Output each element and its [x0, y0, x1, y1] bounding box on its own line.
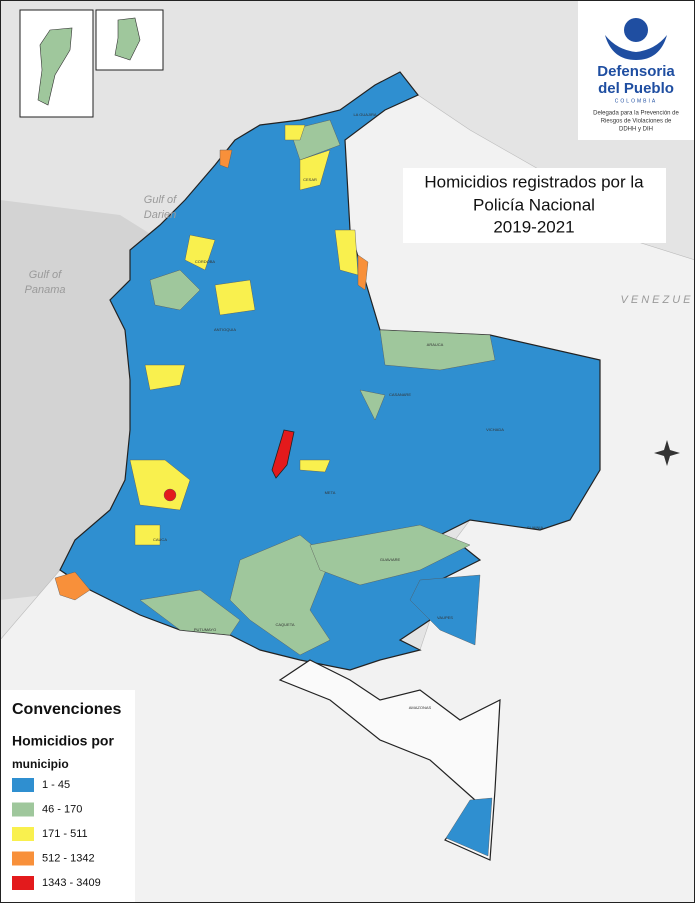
inset-san-andres [37, 27, 73, 106]
region-label: PUTUMAYO [194, 627, 216, 632]
sea-label: VENEZUE [621, 294, 694, 306]
compass [654, 440, 680, 466]
region-yellow-8 [299, 459, 331, 473]
logo-caption: Riesgos de Violaciones de [601, 119, 672, 125]
region-label: LA GUAJIRA [353, 112, 376, 117]
title: 2019-2021 [493, 217, 574, 236]
region-label: VAUPES [437, 615, 453, 620]
region-amazonas-south [445, 797, 493, 857]
region-label: VICHADA [486, 427, 504, 432]
region-yellow-5 [299, 149, 331, 191]
sea-label: Darien [144, 209, 176, 221]
legend-title: Convenciones [12, 701, 121, 718]
legend-subtitle: Homicidios por [12, 733, 114, 749]
legend-label: 1 - 45 [42, 779, 70, 791]
region-label: GUAINIA [527, 525, 544, 530]
region-putumayo [139, 589, 241, 636]
legend-swatch [12, 827, 34, 841]
country-colombia [59, 71, 601, 671]
legend-swatch [12, 851, 34, 866]
title: Homicidios registrados por la [424, 172, 644, 191]
region-label: AMAZONAS [409, 705, 432, 710]
region-label: CORDOBA [195, 259, 216, 264]
region-cordoba [149, 269, 201, 311]
region-orange-3 [219, 149, 233, 169]
region-label: GUAVIARE [380, 557, 401, 562]
logo-emblem [605, 35, 667, 60]
sea-label: Panama [25, 284, 66, 296]
region-yellow-9 [134, 524, 161, 546]
sea [0, 200, 160, 600]
logo-name: del Pueblo [598, 80, 674, 97]
legend-label: 171 - 511 [42, 828, 88, 840]
legend-swatch [12, 876, 34, 890]
region-label: CASANARE [389, 392, 411, 397]
region-orange-2 [357, 254, 369, 291]
logo-country: COLOMBIA [615, 98, 657, 104]
legend-swatch [12, 802, 34, 817]
region-vaupes [409, 574, 481, 646]
sea-label: Gulf of [144, 194, 177, 206]
legend-subtitle: municipio [12, 757, 69, 771]
title: Policía Nacional [473, 195, 595, 214]
logo-caption: Delegada para la Prevención de [593, 111, 679, 117]
legend-items: 1 - 45 46 - 170 171 - 511 512 - 1342 1343 - … [12, 778, 101, 890]
region-label: CAUCA [153, 537, 167, 542]
sea-label: Gulf of [29, 269, 62, 281]
region-yellow-2 [214, 279, 256, 316]
logo-caption: DDHH y DIH [619, 127, 653, 133]
region-arauca [379, 329, 496, 371]
region-bogota [271, 429, 295, 479]
region-yellow-7 [284, 124, 306, 141]
region-yellow-1 [184, 234, 216, 271]
labels: Gulf of Darien Gulf of Panama VENEZUE LA GUAJ… [25, 112, 694, 710]
legend-label: 46 - 170 [42, 803, 82, 815]
region-cali [163, 488, 177, 502]
legend-label: 1343 - 3409 [42, 877, 101, 889]
title-box [403, 168, 666, 243]
legend-swatch [12, 778, 34, 792]
legend-label: 512 - 1342 [42, 852, 95, 864]
region-label: CAQUETA [275, 622, 294, 627]
region-label: META [325, 490, 336, 495]
region-label: CESAR [303, 177, 317, 182]
inset-providencia [114, 17, 141, 61]
logo-name: Defensoria [597, 63, 675, 80]
region-casanare [359, 389, 386, 421]
logo-emblem [624, 18, 648, 42]
legend-box [0, 690, 135, 903]
region-yellow-3 [144, 364, 186, 391]
region-label: ANTIOQUIA [214, 327, 236, 332]
region-caqueta [229, 534, 331, 656]
region-label: ARAUCA [427, 342, 444, 347]
region-guaviare [309, 524, 471, 586]
region-orange-1 [54, 571, 91, 601]
region-amazonas-outline [278, 659, 501, 861]
